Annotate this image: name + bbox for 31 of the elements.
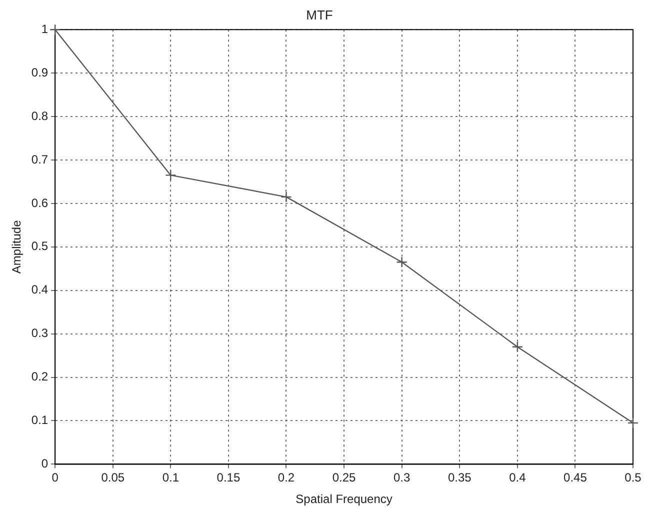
x-tick-label: 0.05 xyxy=(101,470,125,485)
point xyxy=(512,341,524,352)
x-tick-label: 0.5 xyxy=(624,470,642,485)
y-tick-label: 0.8 xyxy=(31,108,48,123)
point xyxy=(280,191,292,203)
point xyxy=(627,417,639,429)
y-tick-label: 0.5 xyxy=(31,239,48,254)
x-tick-label: 0.15 xyxy=(216,470,240,485)
x-tick-label: 0.35 xyxy=(448,470,472,485)
x-tick-label: 0.45 xyxy=(564,470,588,485)
y-tick-label: 1 xyxy=(41,22,48,36)
point xyxy=(396,256,408,268)
y-tick-label: 0.2 xyxy=(31,370,48,384)
point xyxy=(165,170,176,181)
y-tick-label: 0 xyxy=(41,456,48,471)
x-tick-label: 0.25 xyxy=(332,470,356,485)
y-tick-label: 0.4 xyxy=(31,282,48,297)
y-tick-label: 0.6 xyxy=(31,196,48,210)
x-tick-label: 0.2 xyxy=(278,470,295,485)
chart-title: MTF xyxy=(306,7,333,22)
y-tick-label: 0.7 xyxy=(31,152,48,166)
point xyxy=(49,24,61,36)
y-tick-label: 0.9 xyxy=(31,65,48,80)
x-tick-label: 0 xyxy=(52,470,59,485)
x-tick-label: 0.4 xyxy=(509,470,526,485)
y-tick-label: 0.1 xyxy=(31,413,48,428)
x-tick-label: 0.3 xyxy=(393,470,410,485)
y-axis-title: Amplitude xyxy=(10,220,24,274)
y-tick-label: 0.3 xyxy=(31,326,48,340)
x-axis-title: Spatial Frequency xyxy=(296,492,392,506)
x-tick-label: 0.1 xyxy=(162,470,180,485)
